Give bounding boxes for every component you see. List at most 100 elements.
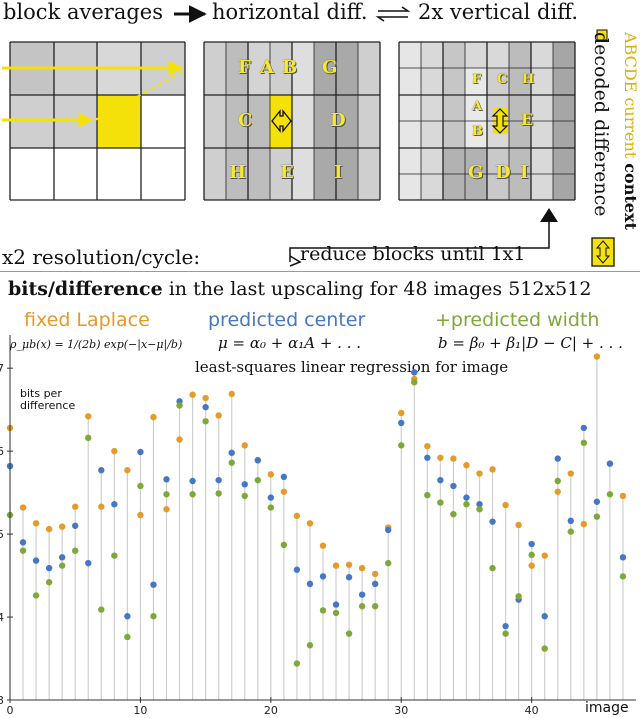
point-s1-41 bbox=[541, 613, 548, 620]
point-s2-36 bbox=[476, 506, 483, 513]
point-s0-38 bbox=[502, 501, 509, 509]
point-s2-46 bbox=[606, 491, 614, 498]
y-tick-label-6: 6 bbox=[0, 445, 4, 458]
panel3-letter-6: G bbox=[468, 162, 484, 183]
point-s2-18 bbox=[241, 492, 248, 500]
panel3-letter-0: F bbox=[472, 72, 482, 87]
point-s1-1 bbox=[19, 539, 27, 546]
point-s0-16 bbox=[215, 412, 222, 419]
point-s1-7 bbox=[98, 467, 105, 474]
point-s2-8 bbox=[111, 552, 118, 559]
block-diagram bbox=[2, 5, 615, 267]
point-s0-5 bbox=[72, 503, 79, 510]
point-s0-4 bbox=[58, 523, 66, 530]
point-s1-10 bbox=[137, 448, 144, 456]
point-s0-22 bbox=[293, 512, 301, 520]
point-s0-39 bbox=[515, 521, 522, 529]
point-s1-4 bbox=[58, 554, 66, 561]
point-s2-16 bbox=[215, 490, 222, 497]
point-s1-29 bbox=[385, 526, 392, 534]
current-context-icon bbox=[591, 237, 615, 267]
point-s1-47 bbox=[619, 554, 627, 561]
point-s1-15 bbox=[202, 403, 209, 411]
point-s1-28 bbox=[371, 580, 379, 588]
panel2-letter-4: C bbox=[238, 110, 253, 131]
point-s1-18 bbox=[241, 481, 248, 488]
panel2-letter-0: F bbox=[238, 57, 251, 78]
point-s2-42 bbox=[554, 477, 561, 485]
point-s0-44 bbox=[580, 520, 588, 528]
point-s0-10 bbox=[137, 511, 144, 519]
point-s1-6 bbox=[85, 559, 92, 567]
point-s0-3 bbox=[45, 525, 53, 533]
point-s0-32 bbox=[424, 442, 431, 450]
point-s2-7 bbox=[98, 606, 105, 613]
point-s0-42 bbox=[554, 488, 561, 495]
point-s0-8 bbox=[111, 447, 118, 455]
point-s0-12 bbox=[163, 506, 170, 513]
point-s1-16 bbox=[215, 476, 222, 484]
point-s2-39 bbox=[515, 593, 522, 600]
point-s0-15 bbox=[202, 394, 209, 402]
point-s1-38 bbox=[502, 622, 509, 630]
section-divider bbox=[0, 271, 640, 272]
point-s2-44 bbox=[580, 439, 588, 447]
panel-vertical-diff bbox=[398, 41, 576, 201]
point-s0-35 bbox=[463, 462, 470, 469]
x-tick-label-30: 30 bbox=[394, 704, 408, 717]
point-s0-14 bbox=[189, 391, 196, 398]
point-s2-11 bbox=[150, 613, 157, 620]
y-tick-label-5: 5 bbox=[0, 528, 4, 541]
point-s0-2 bbox=[32, 520, 40, 527]
point-s1-43 bbox=[567, 517, 574, 525]
chart-title: bits/difference in the last upscaling fo… bbox=[8, 278, 591, 300]
panel2-letter-5: D bbox=[330, 110, 346, 131]
formula-width: b = β₀ + β₁|D − C| + . . . bbox=[438, 334, 623, 352]
panel2-letter-3: G bbox=[322, 57, 338, 78]
point-s2-33 bbox=[437, 499, 444, 506]
point-s0-33 bbox=[437, 454, 444, 461]
point-s0-7 bbox=[98, 503, 105, 510]
y-tick-label-4: 4 bbox=[0, 611, 4, 624]
point-s0-13 bbox=[176, 436, 183, 443]
point-s2-31 bbox=[411, 379, 418, 386]
point-s0-20 bbox=[267, 471, 275, 478]
panel2-letter-1: A bbox=[260, 57, 274, 78]
panel3-letter-1: C bbox=[497, 72, 508, 87]
point-s2-12 bbox=[163, 491, 170, 498]
point-s0-43 bbox=[567, 470, 574, 477]
point-s0-18 bbox=[241, 442, 248, 449]
point-s1-22 bbox=[293, 566, 301, 573]
point-s0-11 bbox=[150, 413, 157, 421]
point-s2-10 bbox=[137, 482, 144, 490]
point-s1-37 bbox=[489, 518, 496, 525]
point-s1-12 bbox=[163, 476, 170, 483]
formula-regression: least-squares linear regression for imag… bbox=[195, 358, 509, 376]
point-s1-36 bbox=[476, 501, 483, 508]
point-s1-42 bbox=[554, 455, 561, 462]
point-s1-17 bbox=[228, 449, 235, 456]
panel3-letter-4: B bbox=[472, 124, 483, 139]
point-s2-34 bbox=[450, 510, 457, 518]
panel3-letter-2: H bbox=[522, 72, 535, 87]
point-s1-25 bbox=[332, 601, 340, 608]
scan-diagonal bbox=[94, 71, 183, 121]
point-s2-22 bbox=[293, 660, 301, 667]
point-s1-44 bbox=[580, 424, 588, 432]
point-s2-2 bbox=[32, 592, 40, 599]
point-s2-4 bbox=[58, 562, 66, 569]
point-s0-34 bbox=[450, 455, 457, 462]
point-s2-3 bbox=[45, 579, 53, 586]
point-s1-23 bbox=[306, 580, 314, 588]
title-bold: bits/difference bbox=[8, 278, 163, 300]
point-s2-26 bbox=[345, 630, 353, 637]
point-s0-1 bbox=[19, 504, 27, 511]
formula-laplace: ρ_μb(x) = 1/(2b) exp(−|x−μ|/b) bbox=[10, 338, 183, 351]
formula-center: μ = α₀ + α₁A + . . . bbox=[218, 334, 362, 352]
panel3-letter-7: D bbox=[495, 162, 511, 183]
point-s2-40 bbox=[528, 551, 535, 559]
point-s2-37 bbox=[489, 564, 496, 572]
panel3-letter-5: E bbox=[521, 110, 534, 129]
point-s2-41 bbox=[541, 645, 548, 652]
